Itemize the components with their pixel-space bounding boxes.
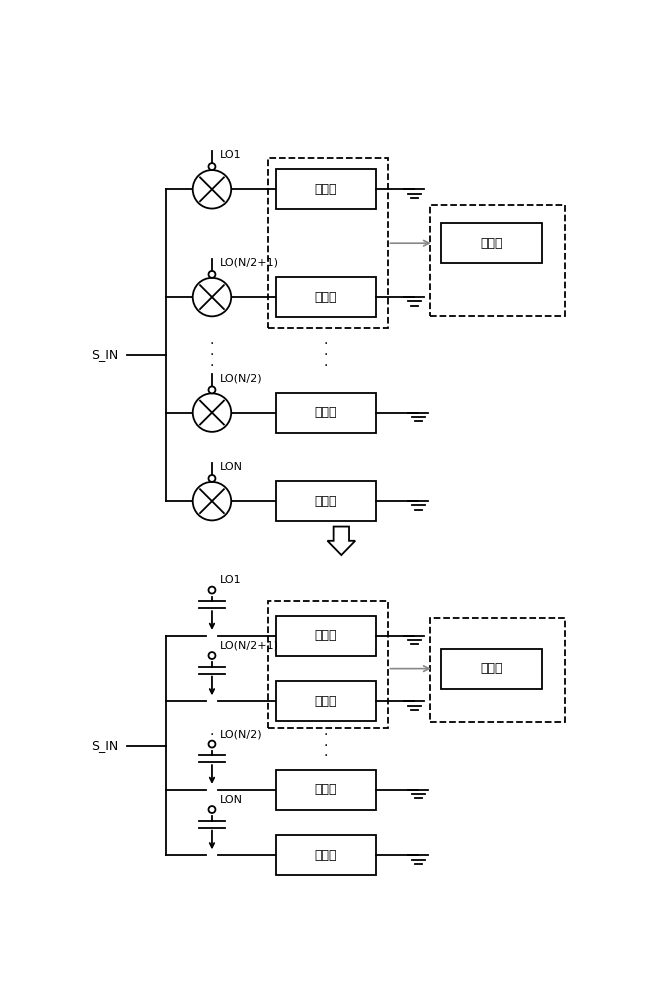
Bar (268, 158, 388, 328)
Text: 阻抗块: 阻抗块 (314, 849, 337, 862)
Text: ·
·
·: · · · (210, 728, 214, 763)
Circle shape (192, 278, 231, 316)
Bar (276, 277, 376, 317)
Text: LON: LON (220, 462, 242, 472)
Circle shape (208, 386, 215, 393)
Bar (276, 770, 376, 810)
Bar (276, 616, 376, 656)
Circle shape (208, 741, 215, 748)
Text: 阻抗块: 阻抗块 (314, 406, 337, 419)
Circle shape (192, 170, 231, 209)
Text: 阻抗块: 阻抗块 (314, 183, 337, 196)
Text: 阻抗块: 阻抗块 (480, 237, 503, 250)
Text: LO1: LO1 (220, 150, 241, 160)
Circle shape (192, 482, 231, 520)
Circle shape (208, 163, 215, 170)
Text: S_IN: S_IN (91, 739, 119, 752)
Text: LO(N/2): LO(N/2) (220, 373, 262, 383)
Text: ·
·
·: · · · (324, 337, 328, 373)
Text: 阻抗块: 阻抗块 (480, 662, 503, 675)
Text: 阻抗块: 阻抗块 (314, 783, 337, 796)
Text: LO(N/2+1): LO(N/2+1) (220, 258, 278, 268)
Bar (276, 681, 376, 721)
Text: LO(N/2+1): LO(N/2+1) (220, 641, 278, 651)
Circle shape (192, 393, 231, 432)
Circle shape (208, 587, 215, 594)
Circle shape (208, 806, 215, 813)
Bar (276, 835, 376, 875)
Text: 阻抗块: 阻抗块 (314, 291, 337, 304)
Bar (276, 393, 376, 433)
Bar (442, 223, 541, 263)
Text: 阻抗块: 阻抗块 (314, 629, 337, 642)
Text: S_IN: S_IN (91, 348, 119, 361)
Bar (442, 649, 541, 689)
Text: 阻抗块: 阻抗块 (314, 495, 337, 508)
Text: ·
·
·: · · · (324, 728, 328, 763)
Circle shape (208, 271, 215, 278)
Bar (276, 169, 376, 209)
Bar (430, 618, 565, 722)
Text: LO1: LO1 (220, 575, 241, 585)
Text: ·
·
·: · · · (210, 337, 214, 373)
Bar (430, 205, 565, 316)
Polygon shape (328, 527, 355, 555)
Text: LON: LON (220, 795, 242, 805)
Bar (276, 481, 376, 521)
Circle shape (208, 475, 215, 482)
Text: 阻抗块: 阻抗块 (314, 695, 337, 708)
Text: LO(N/2): LO(N/2) (220, 729, 262, 739)
Bar (268, 601, 388, 728)
Circle shape (208, 652, 215, 659)
